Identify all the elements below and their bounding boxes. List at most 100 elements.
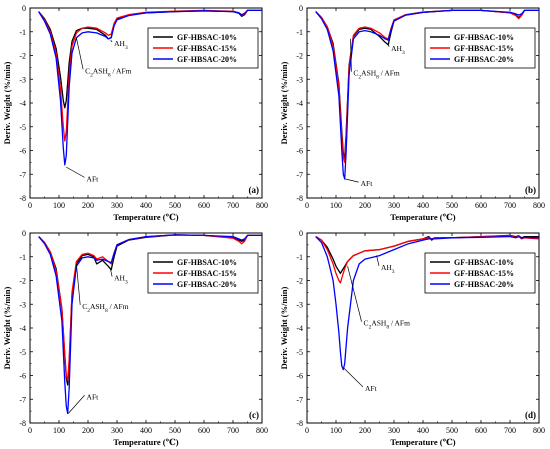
y-tick-label: -8 — [19, 194, 26, 203]
legend-label: GF-HBSAC-15% — [454, 269, 514, 278]
annotation-label: AFt — [87, 174, 100, 183]
y-tick-label: -7 — [19, 395, 26, 404]
annotation-label: C2ASH8 / AFm — [85, 66, 132, 78]
x-tick-label: 500 — [169, 201, 181, 210]
panel-2: 0 100 200 300 400 500 600 700 800 0 -1 -2 -3 -4 -5 -6 -7… — [2, 229, 268, 447]
annotation-leader — [345, 178, 359, 183]
x-tick-label: 0 — [305, 201, 309, 210]
y-tick-label: 0 — [22, 4, 26, 13]
annotation-leader — [68, 395, 85, 414]
annotation-label: C2ASH8 / AFm — [82, 302, 129, 314]
x-tick-label: 800 — [533, 426, 545, 435]
legend-label: GF-HBSAC-15% — [454, 44, 514, 53]
y-tick-label: -8 — [296, 194, 303, 203]
y-tick-label: -7 — [19, 170, 26, 179]
x-tick-label: 200 — [359, 426, 371, 435]
legend-label: GF-HBSAC-20% — [454, 280, 514, 289]
y-tick-label: -3 — [19, 75, 26, 84]
x-tick-label: 700 — [227, 201, 239, 210]
annotation-label: AFt — [365, 384, 378, 393]
annotation-leader — [376, 255, 380, 266]
annotation-leader — [110, 39, 113, 43]
legend-label: GF-HBSAC-10% — [177, 258, 237, 267]
annotation-leader — [76, 263, 81, 306]
x-axis-title: Temperature (℃) — [113, 437, 178, 447]
series-line-2 — [315, 9, 539, 180]
legend-label: GF-HBSAC-10% — [177, 33, 237, 42]
x-tick-label: 100 — [53, 426, 65, 435]
panel-0: 0 100 200 300 400 500 600 700 800 0 -1 -2 -3 -4 -5 -6 -7… — [2, 4, 268, 222]
y-tick-label: -5 — [19, 123, 26, 132]
legend-label: GF-HBSAC-20% — [177, 55, 237, 64]
annotation-label: AFt — [361, 179, 374, 188]
annotation-leader — [76, 37, 84, 70]
y-tick-label: -1 — [19, 28, 26, 37]
annotation-label: AH3 — [114, 274, 128, 286]
y-tick-label: -2 — [296, 52, 303, 61]
legend-label: GF-HBSAC-15% — [177, 44, 237, 53]
y-tick-label: -2 — [296, 277, 303, 286]
y-tick-label: -1 — [19, 253, 26, 262]
legend-label: GF-HBSAC-15% — [177, 269, 237, 278]
x-tick-label: 600 — [198, 426, 210, 435]
x-tick-label: 0 — [28, 426, 32, 435]
y-tick-label: -1 — [296, 253, 303, 262]
y-tick-label: -3 — [19, 300, 26, 309]
y-tick-label: -8 — [296, 419, 303, 428]
y-axis-title: Deriv. Weight (%/min) — [279, 61, 289, 144]
y-tick-label: -2 — [19, 277, 26, 286]
x-tick-label: 800 — [256, 201, 268, 210]
y-tick-label: -7 — [296, 170, 303, 179]
x-tick-label: 300 — [111, 201, 123, 210]
legend: GF-HBSAC-10% GF-HBSAC-15% GF-HBSAC-20% — [424, 252, 536, 294]
series-line-2 — [38, 234, 262, 415]
x-tick-label: 400 — [140, 426, 152, 435]
legend: GF-HBSAC-10% GF-HBSAC-15% GF-HBSAC-20% — [424, 27, 536, 69]
x-tick-label: 400 — [417, 426, 429, 435]
series-line-1 — [315, 9, 539, 164]
x-tick-label: 100 — [330, 426, 342, 435]
y-tick-label: -5 — [19, 348, 26, 357]
annotation-label: AH3 — [114, 39, 128, 51]
x-tick-label: 300 — [388, 201, 400, 210]
legend: GF-HBSAC-10% GF-HBSAC-15% GF-HBSAC-20% — [147, 27, 259, 69]
y-tick-label: -6 — [296, 147, 303, 156]
x-tick-label: 600 — [198, 201, 210, 210]
y-tick-label: -5 — [296, 348, 303, 357]
panel-1: 0 100 200 300 400 500 600 700 800 0 -1 -2 -3 -4 -5 -6 -7… — [279, 4, 545, 222]
legend-label: GF-HBSAC-10% — [454, 258, 514, 267]
y-tick-label: -6 — [19, 372, 26, 381]
x-axis-title: Temperature (℃) — [390, 212, 455, 222]
annotation-label: AFt — [87, 392, 100, 401]
panel-label: (a) — [249, 185, 260, 195]
legend-label: GF-HBSAC-10% — [454, 33, 514, 42]
y-axis-title: Deriv. Weight (%/min) — [2, 61, 12, 144]
x-tick-label: 400 — [417, 201, 429, 210]
x-tick-label: 500 — [169, 426, 181, 435]
x-tick-label: 600 — [475, 426, 487, 435]
y-axis-title: Deriv. Weight (%/min) — [279, 286, 289, 369]
x-tick-label: 500 — [446, 426, 458, 435]
series-line-2 — [38, 9, 262, 166]
y-tick-label: -7 — [296, 395, 303, 404]
x-axis-title: Temperature (℃) — [390, 437, 455, 447]
y-tick-label: 0 — [299, 4, 303, 13]
x-tick-label: 700 — [504, 201, 516, 210]
series-line-1 — [38, 234, 262, 381]
panel-label: (d) — [525, 410, 536, 420]
annotation-label: C2ASH8 / AFm — [364, 319, 411, 331]
x-tick-label: 100 — [53, 201, 65, 210]
y-axis-title: Deriv. Weight (%/min) — [2, 286, 12, 369]
y-tick-label: -4 — [296, 324, 303, 333]
annotation-label: AH3 — [381, 263, 395, 275]
y-tick-label: -8 — [19, 419, 26, 428]
y-tick-label: -1 — [296, 28, 303, 37]
y-tick-label: -5 — [296, 123, 303, 132]
legend-label: GF-HBSAC-20% — [177, 280, 237, 289]
x-tick-label: 200 — [359, 201, 371, 210]
x-tick-label: 700 — [227, 426, 239, 435]
y-tick-label: 0 — [299, 229, 303, 238]
annotation-leader — [343, 368, 364, 388]
x-tick-label: 300 — [111, 426, 123, 435]
